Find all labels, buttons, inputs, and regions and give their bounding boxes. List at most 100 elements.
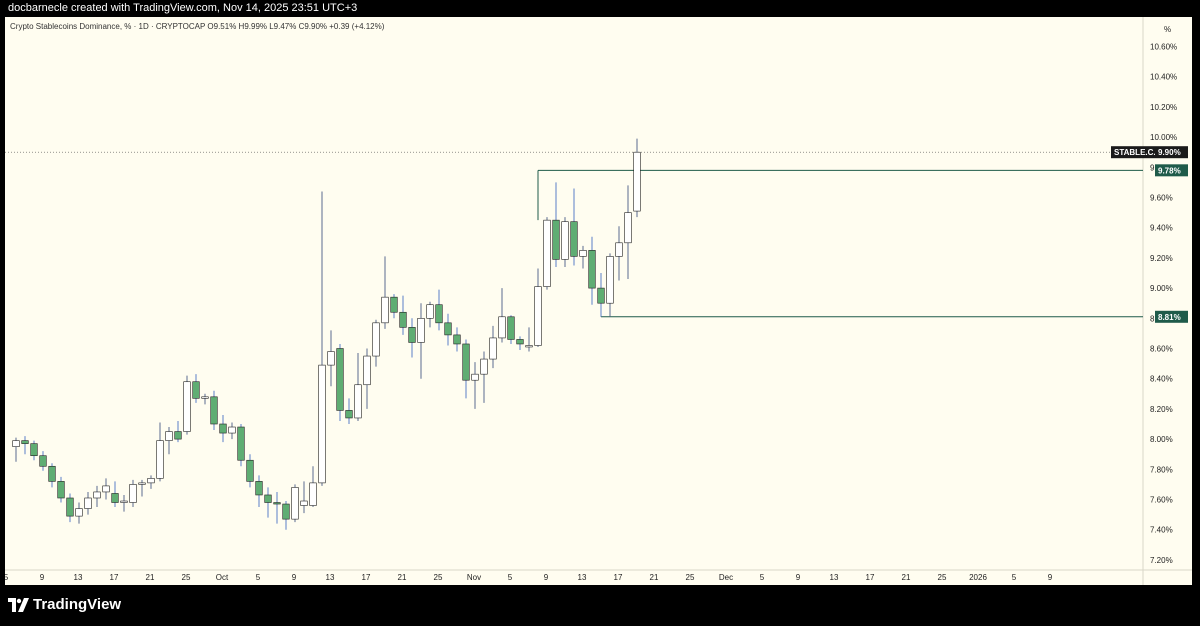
time-tick-label: 9: [544, 573, 549, 582]
candle-body: [327, 351, 335, 366]
time-tick-label: 21: [398, 573, 407, 582]
candle-body: [570, 221, 578, 257]
time-tick-label: 25: [686, 573, 695, 582]
symbol-legend: Crypto Stablecoins Dominance, % · 1D · C…: [10, 22, 385, 31]
price-tick-label: 9.00%: [1150, 284, 1173, 293]
candle-body: [498, 316, 506, 339]
candle-body: [291, 487, 299, 520]
time-tick-label: 17: [362, 573, 371, 582]
candle-body: [525, 345, 533, 348]
price-tick-label: 9.20%: [1150, 254, 1173, 263]
tradingview-logo-icon: [8, 598, 29, 612]
last-price-tag: [1155, 146, 1188, 159]
candle-body: [588, 250, 596, 289]
candle-body: [129, 484, 137, 503]
price-tick-label: 8.20%: [1150, 405, 1173, 414]
candle-body: [597, 287, 605, 304]
candle-body: [201, 396, 209, 399]
time-tick-label: 21: [902, 573, 911, 582]
candle-body: [210, 396, 218, 425]
time-tick-label: 13: [74, 573, 83, 582]
time-tick-label: 17: [866, 573, 875, 582]
candle-body: [21, 440, 29, 444]
price-chart[interactable]: %10.60%10.40%10.20%10.00%9.80%9.60%9.40%…: [5, 17, 1192, 585]
candle-body: [444, 322, 452, 336]
time-tick-label: 5: [508, 573, 513, 582]
time-tick-label: 5: [5, 573, 9, 582]
candle-body: [48, 465, 56, 482]
candle-body: [156, 440, 164, 479]
time-tick-label: 13: [326, 573, 335, 582]
price-tick-label: 10.00%: [1150, 133, 1177, 142]
candle-body: [318, 364, 326, 484]
symbol-tag: [1111, 146, 1155, 159]
price-tick-label: 9.40%: [1150, 224, 1173, 233]
time-tick-label: 9: [796, 573, 801, 582]
candle-body: [12, 440, 20, 447]
price-tick-label: 8.60%: [1150, 345, 1173, 354]
time-tick-label: 21: [146, 573, 155, 582]
candle-body: [399, 311, 407, 328]
last-price-label: 9.90%: [1158, 148, 1181, 157]
candle-body: [138, 482, 146, 485]
time-tick-label: 13: [830, 573, 839, 582]
candle-body: [633, 151, 641, 212]
candle-body: [84, 497, 92, 509]
candle-body: [300, 500, 308, 506]
candle-body: [219, 423, 227, 434]
candle-body: [390, 296, 398, 313]
candle-body: [264, 494, 272, 503]
price-tick-label: 10.60%: [1150, 43, 1177, 52]
price-tick-label: 9.60%: [1150, 194, 1173, 203]
candle-body: [30, 443, 38, 457]
candle-body: [624, 212, 632, 244]
candle-body: [174, 431, 182, 440]
time-tick-label: 9: [1048, 573, 1053, 582]
time-tick-label: Dec: [719, 573, 733, 582]
time-tick-label: 9: [40, 573, 45, 582]
price-tick-label: 7.80%: [1150, 465, 1173, 474]
chart-area[interactable]: %10.60%10.40%10.20%10.00%9.80%9.60%9.40%…: [5, 17, 1192, 585]
time-tick-label: 5: [256, 573, 261, 582]
price-tick-label: 7.60%: [1150, 496, 1173, 505]
candle-body: [453, 334, 461, 345]
candle-body: [192, 381, 200, 399]
candle-body: [462, 343, 470, 381]
tradingview-brand: TradingView: [33, 596, 122, 613]
price-axis-unit: %: [1164, 25, 1171, 34]
candle-body: [120, 500, 128, 503]
candle-body: [435, 304, 443, 324]
time-tick-label: 17: [110, 573, 119, 582]
candle-body: [489, 337, 497, 360]
attribution-bar: docbarnecle created with TradingView.com…: [0, 0, 1200, 17]
candle-body: [426, 304, 434, 319]
candle-body: [237, 426, 245, 461]
time-tick-label: 25: [434, 573, 443, 582]
time-tick-label: Nov: [467, 573, 481, 582]
candle-body: [552, 219, 560, 260]
candle-body: [93, 491, 101, 499]
time-tick-label: 25: [182, 573, 191, 582]
candle-body: [381, 296, 389, 324]
time-tick-label: 17: [614, 573, 623, 582]
candle-body: [309, 482, 317, 506]
candle-body: [75, 508, 83, 517]
candle-body: [471, 373, 479, 381]
level-price-tag: [1155, 164, 1188, 177]
candle-body: [111, 493, 119, 503]
level-price-label: 9.78%: [1158, 166, 1181, 175]
candle-body: [615, 242, 623, 257]
candle-body: [345, 410, 353, 419]
candle-body: [372, 322, 380, 357]
candle-body: [165, 431, 173, 441]
candle-body: [183, 381, 191, 432]
level-price-label: 8.81%: [1158, 313, 1181, 322]
time-tick-label: 21: [650, 573, 659, 582]
time-tick-label: 9: [292, 573, 297, 582]
candle-body: [606, 256, 614, 304]
candle-body: [354, 384, 362, 419]
level-price-tag: [1155, 310, 1188, 323]
symbol-tag-label: STABLE.C.D: [1114, 148, 1162, 157]
time-tick-label: 5: [760, 573, 765, 582]
candle-body: [147, 478, 155, 484]
